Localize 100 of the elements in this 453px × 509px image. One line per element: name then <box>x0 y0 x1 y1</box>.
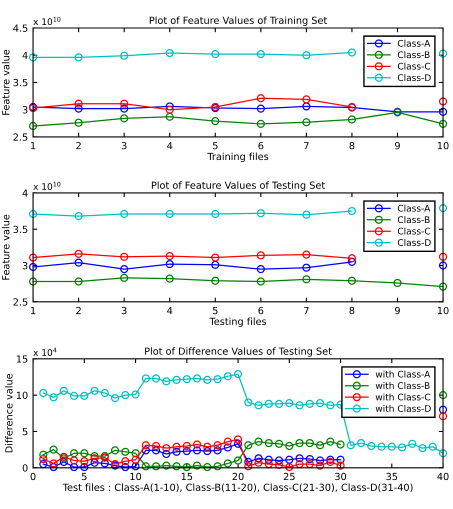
point <box>438 252 448 261</box>
point <box>120 210 128 218</box>
x-tick-label: 6 <box>258 306 264 314</box>
x-tick-label: 30 <box>335 472 346 480</box>
point <box>302 210 310 219</box>
point <box>274 460 284 469</box>
legend-label: Class-D <box>398 238 431 246</box>
y-tick-label: 3.5 <box>13 226 28 234</box>
point <box>28 277 38 286</box>
point <box>49 459 58 468</box>
point <box>408 440 416 448</box>
x-tick-label: 1 <box>31 142 36 150</box>
point <box>224 443 232 452</box>
y-tick-label: 15 <box>16 355 28 363</box>
point <box>285 399 294 408</box>
point <box>234 440 242 448</box>
point <box>256 104 265 113</box>
point <box>203 462 212 472</box>
x-axis-title: Testing files <box>209 317 266 327</box>
point <box>120 104 128 113</box>
point <box>152 446 160 454</box>
point <box>70 456 78 465</box>
point <box>346 441 355 450</box>
point <box>60 386 68 395</box>
point <box>142 462 150 470</box>
point <box>28 253 38 262</box>
point <box>438 108 448 116</box>
y-tick-label: 2.5 <box>13 298 28 306</box>
x-tick-label: 40 <box>437 472 449 480</box>
point <box>367 442 376 450</box>
point <box>438 391 448 400</box>
point <box>316 441 324 450</box>
point <box>192 440 202 449</box>
point <box>120 274 128 282</box>
point <box>336 456 345 464</box>
point <box>234 456 242 465</box>
point <box>316 456 324 465</box>
point <box>302 264 310 272</box>
point <box>326 458 334 466</box>
point <box>256 277 265 286</box>
point <box>438 261 448 270</box>
point <box>388 442 396 451</box>
x-tick-label: 10 <box>438 142 449 150</box>
x-tick-label: 5 <box>82 472 87 480</box>
x-tick-label: 4 <box>167 306 172 314</box>
point <box>285 462 294 472</box>
x-tick-label: 5 <box>212 306 218 314</box>
point <box>306 400 314 408</box>
point <box>152 462 160 470</box>
point <box>264 400 273 408</box>
point <box>120 252 128 261</box>
point <box>142 441 150 450</box>
point <box>172 448 181 456</box>
x-tick-label: 5 <box>212 142 218 150</box>
point <box>166 210 174 218</box>
point <box>302 102 310 111</box>
point <box>74 53 83 62</box>
point <box>418 444 427 452</box>
point <box>438 49 448 58</box>
point <box>166 274 174 283</box>
y-tick-label: 3 <box>22 106 28 114</box>
point <box>70 462 78 472</box>
text: x 10$^{10}$ <box>33 182 60 190</box>
point <box>172 462 181 470</box>
point <box>166 106 174 114</box>
point <box>438 449 448 458</box>
point <box>120 265 128 274</box>
point <box>182 442 191 450</box>
point <box>162 461 170 470</box>
text: x 10$^{10}$ <box>33 16 60 26</box>
point <box>80 449 88 458</box>
point <box>80 392 88 400</box>
chart-title: Plot of Feature Values of Testing Set <box>152 181 325 191</box>
point <box>234 370 242 378</box>
point <box>120 100 128 108</box>
point <box>348 254 356 262</box>
point <box>182 375 191 384</box>
point <box>74 212 83 220</box>
y-axis-title: Difference value <box>5 374 13 452</box>
point <box>142 446 150 454</box>
x-tick-label: 8 <box>349 142 354 150</box>
point <box>110 394 120 402</box>
point <box>211 117 220 126</box>
x-tick-label: 10 <box>438 306 449 314</box>
point <box>438 120 448 128</box>
x-tick-label: 9 <box>395 142 400 150</box>
point <box>121 448 130 456</box>
x-tick-label: 2 <box>76 306 81 314</box>
point <box>162 377 170 386</box>
x-tick-label: 10 <box>130 472 142 480</box>
point <box>203 376 212 384</box>
point <box>213 446 222 454</box>
point <box>254 454 263 462</box>
point <box>438 204 448 212</box>
legend-label: with Class-D <box>376 404 431 412</box>
y-tick-label: 3 <box>22 262 28 270</box>
legend-label: Class-C <box>398 228 430 235</box>
point <box>348 115 356 124</box>
point <box>274 400 284 408</box>
point <box>428 442 437 451</box>
